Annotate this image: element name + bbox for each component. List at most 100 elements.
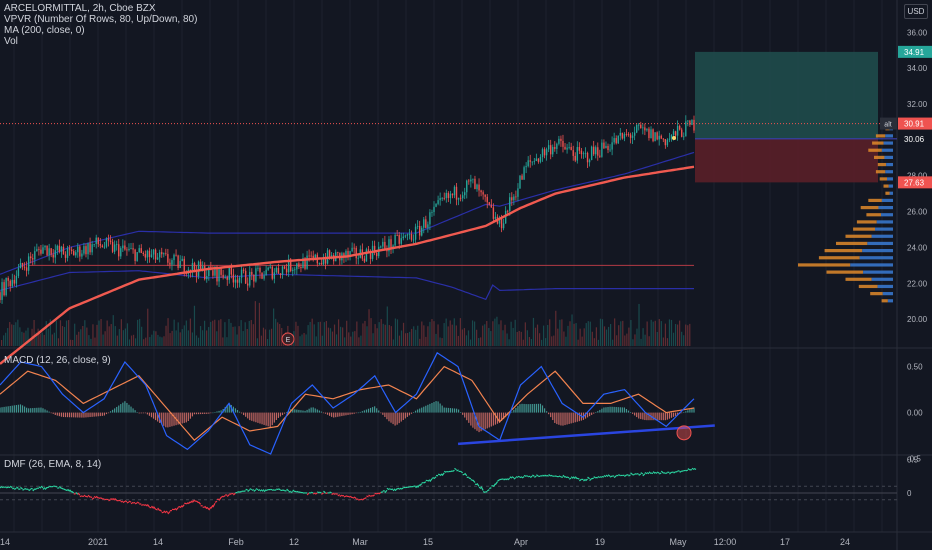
- volume-bar: [508, 339, 510, 346]
- candle-body: [70, 249, 73, 252]
- macd-histogram-bar: [277, 412, 280, 418]
- volume-bar: [603, 326, 606, 346]
- volume-bar: [307, 325, 309, 346]
- volume-bar: [268, 329, 271, 346]
- volume-bar: [439, 337, 441, 346]
- macd-histogram-bar: [410, 412, 413, 414]
- macd-histogram-bar: [474, 412, 476, 430]
- macd-histogram-bar: [183, 412, 185, 423]
- macd-histogram-bar: [71, 412, 73, 418]
- macd-histogram-bar: [511, 411, 513, 413]
- dmf-line-segment: [366, 495, 369, 498]
- dmf-line-segment: [46, 486, 50, 489]
- macd-histogram-bar: [503, 412, 505, 420]
- macd-histogram-bar: [488, 412, 490, 428]
- dmf-line-segment: [468, 477, 472, 480]
- dmf-line-segment: [34, 487, 38, 491]
- macd-histogram-bar: [468, 412, 470, 423]
- candle-body: [437, 200, 439, 204]
- candle-body: [163, 253, 165, 255]
- macd-histogram-bar: [482, 412, 484, 431]
- macd-histogram-bar: [662, 412, 664, 421]
- dmf-line-segment: [347, 495, 351, 498]
- vpvr-row-up: [884, 155, 893, 160]
- volume-bar: [561, 319, 563, 346]
- macd-histogram-bar: [181, 412, 183, 424]
- dmf-line-segment: [497, 479, 500, 482]
- dmf-line-segment: [675, 470, 678, 473]
- vpvr-row-up: [862, 249, 893, 253]
- dmf-line-segment: [272, 489, 275, 491]
- candle-body: [357, 257, 359, 259]
- candle-body: [429, 212, 431, 225]
- vpvr-row-down: [856, 220, 877, 224]
- candle-body: [130, 248, 132, 249]
- volume-bar: [390, 326, 392, 346]
- dmf-line-segment: [486, 489, 490, 492]
- macd-histogram-bar: [451, 408, 454, 413]
- vpvr-row-down: [845, 234, 872, 238]
- macd-histogram-bar: [7, 406, 9, 413]
- macd-histogram-bar: [265, 412, 267, 426]
- volume-bar: [72, 339, 74, 346]
- candle-body: [586, 152, 589, 163]
- candle-body: [134, 249, 136, 261]
- candle-body: [674, 131, 677, 136]
- macd-legend[interactable]: MACD (12, 26, close, 9): [4, 355, 111, 366]
- macd-histogram-bar: [5, 406, 7, 413]
- macd-histogram-bar: [187, 412, 189, 421]
- candle-body: [17, 268, 20, 276]
- macd-histogram-bar: [169, 412, 171, 427]
- candle-body: [167, 254, 169, 263]
- macd-histogram-bar: [445, 407, 447, 413]
- macd-histogram-bar: [322, 412, 325, 414]
- volume-bar: [195, 335, 198, 346]
- candle-body: [232, 274, 235, 283]
- volume-bar: [614, 318, 616, 346]
- macd-histogram-bar: [566, 412, 568, 425]
- candle-body: [281, 266, 284, 275]
- dmf-legend[interactable]: DMF (26, EMA, 8, 14): [4, 459, 102, 470]
- macd-histogram-bar: [281, 412, 284, 416]
- macd-histogram-bar: [492, 412, 494, 426]
- volume-bar: [630, 320, 632, 346]
- dmf-line-segment: [542, 474, 545, 477]
- candle-body: [531, 161, 533, 163]
- macd-histogram-bar: [200, 412, 202, 415]
- vpvr-legend[interactable]: VPVR (Number Of Rows, 80, Up/Down, 80): [4, 14, 198, 25]
- dmf-line-segment: [128, 500, 132, 503]
- macd-histogram-bar: [674, 412, 677, 416]
- volume-bar: [350, 336, 352, 346]
- candle-body: [621, 132, 624, 139]
- volume-bar: [488, 327, 490, 346]
- dmf-line-segment: [431, 477, 435, 479]
- ma-legend[interactable]: MA (200, close, 0): [4, 25, 85, 36]
- dmf-line-segment: [108, 499, 111, 502]
- currency-badge[interactable]: USD: [904, 4, 928, 19]
- dmf-line-segment: [660, 470, 664, 474]
- volume-bar: [672, 332, 675, 346]
- candle-body: [25, 267, 28, 271]
- dmf-line-segment: [671, 471, 674, 474]
- dmf-line-segment: [263, 489, 267, 493]
- volume-bar: [443, 323, 445, 346]
- dmf-line-segment: [460, 470, 464, 474]
- volume-bar: [96, 324, 98, 346]
- macd-histogram-bar: [324, 412, 327, 414]
- macd-highlight-circle: [676, 425, 692, 441]
- vpvr-row-up: [881, 148, 893, 152]
- dmf-line-segment: [22, 488, 25, 491]
- dmf-line-segment: [607, 474, 611, 477]
- candle-body: [132, 248, 134, 250]
- candle-body: [40, 249, 42, 254]
- macd-histogram-bar: [472, 412, 474, 428]
- volume-bar: [520, 331, 522, 346]
- dmf-line-segment: [550, 474, 553, 477]
- vol-legend[interactable]: Vol: [4, 36, 18, 47]
- volume-bar: [250, 320, 252, 346]
- macd-histogram-bar: [245, 412, 247, 417]
- candle-body: [431, 212, 433, 213]
- macd-histogram-bar: [339, 412, 341, 417]
- candle-body: [547, 145, 550, 150]
